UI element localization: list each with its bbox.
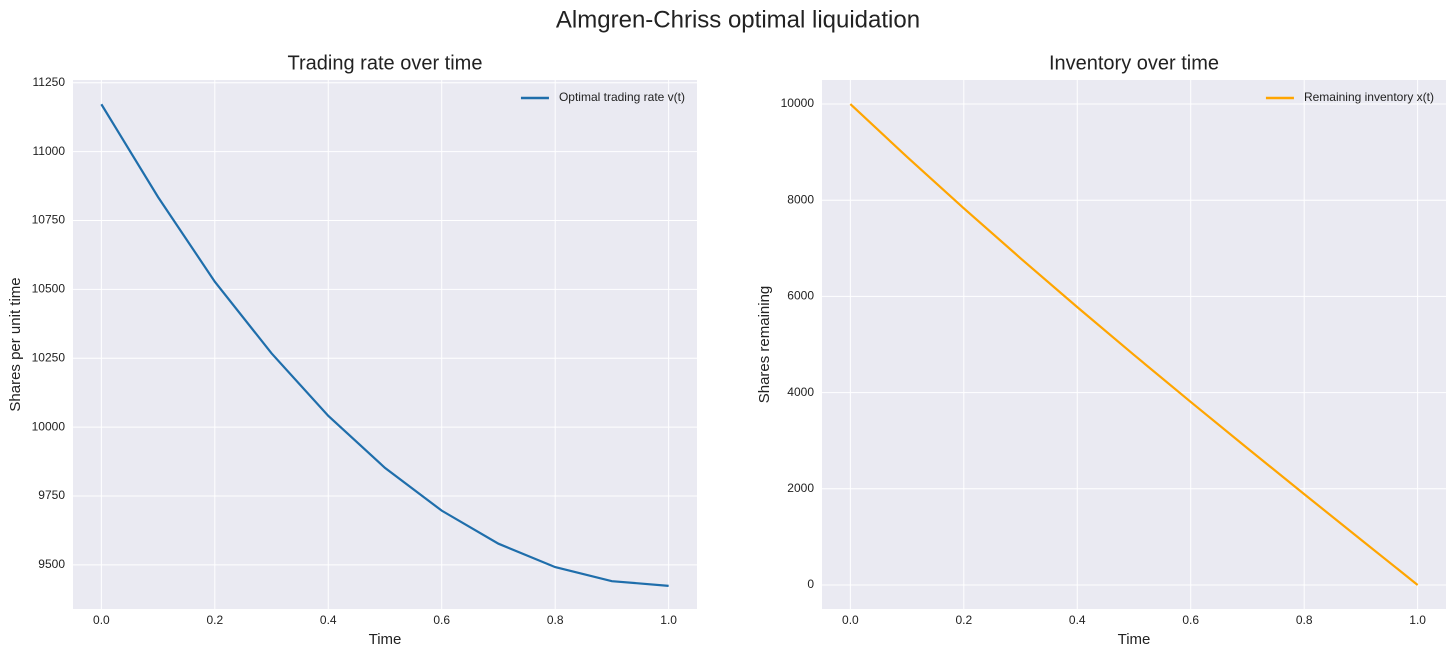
plot-area — [822, 80, 1446, 609]
x-tick-label: 1.0 — [1409, 613, 1426, 627]
y-tick-label: 10500 — [32, 282, 66, 296]
y-tick-label: 0 — [807, 577, 814, 591]
legend-label: Optimal trading rate v(t) — [559, 90, 685, 104]
x-tick-label: 1.0 — [660, 613, 677, 627]
figure-title: Almgren-Chriss optimal liquidation — [556, 6, 920, 33]
data-line — [849, 103, 1419, 586]
x-tick-label: 0.6 — [433, 613, 450, 627]
x-tick-label: 0.0 — [93, 613, 110, 627]
y-tick-label: 10750 — [32, 213, 66, 227]
x-tick-label: 0.2 — [206, 613, 223, 627]
legend-label: Remaining inventory x(t) — [1304, 90, 1434, 104]
y-tick-label: 6000 — [787, 289, 814, 303]
x-axis-label: Time — [369, 631, 402, 648]
y-tick-label: 10000 — [781, 96, 815, 110]
data-line — [100, 103, 669, 587]
y-tick-label: 11000 — [33, 144, 66, 158]
x-axis-label: Time — [1118, 631, 1151, 648]
y-tick-label: 2000 — [787, 481, 814, 495]
y-axis-label: Shares per unit time — [7, 277, 24, 411]
y-tick-label: 4000 — [787, 385, 814, 399]
x-tick-label: 0.4 — [1069, 613, 1086, 627]
y-tick-label: 10250 — [32, 350, 66, 364]
x-tick-label: 0.0 — [842, 613, 859, 627]
x-tick-label: 0.8 — [1296, 613, 1313, 627]
y-axis-label: Shares remaining — [756, 286, 773, 404]
x-tick-label: 0.2 — [955, 613, 972, 627]
x-tick-label: 0.8 — [547, 613, 564, 627]
plot-area — [73, 80, 697, 609]
y-tick-label: 9750 — [38, 488, 65, 502]
x-tick-label: 0.6 — [1182, 613, 1199, 627]
x-tick-label: 0.4 — [320, 613, 337, 627]
subplot-title: Inventory over time — [1049, 52, 1219, 74]
y-tick-label: 8000 — [787, 192, 814, 206]
y-tick-label: 9500 — [38, 557, 65, 571]
y-tick-label: 11250 — [33, 75, 66, 89]
y-tick-label: 10000 — [32, 419, 66, 433]
subplot-title: Trading rate over time — [288, 52, 483, 74]
